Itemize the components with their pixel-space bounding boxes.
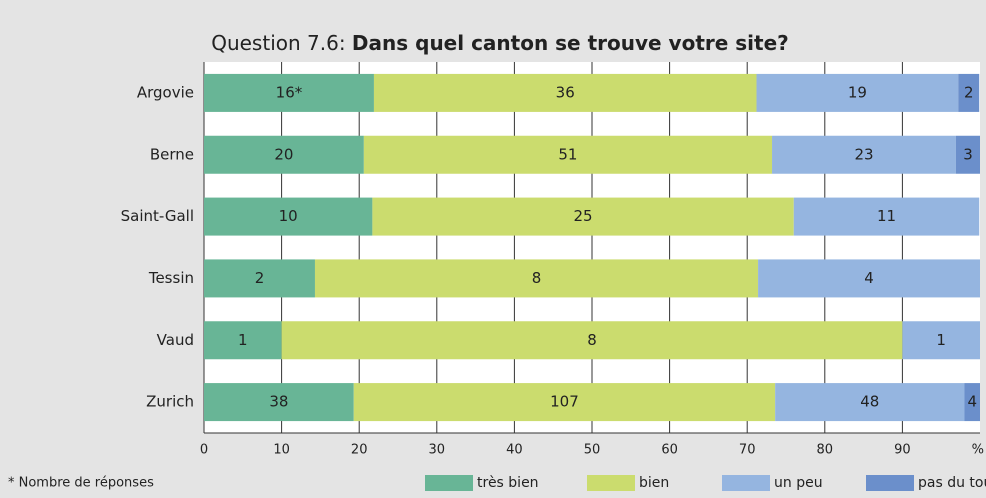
- legend-swatch: [425, 475, 473, 491]
- bar-segment: [793, 197, 980, 236]
- y-tick-label: Berne: [150, 145, 194, 163]
- x-tick-label: 50: [584, 443, 601, 458]
- title-main: Dans quel canton se trouve votre site?: [352, 31, 789, 55]
- bar-count-label: 107: [550, 393, 579, 411]
- bar-count-label: 2: [964, 83, 974, 101]
- bar-segment: [204, 321, 282, 360]
- bar-segment: [758, 259, 980, 298]
- bar-segment: [314, 259, 759, 298]
- bar-segment: [204, 135, 364, 174]
- bar-count-label: 36: [556, 83, 575, 101]
- bar-segment: [353, 383, 776, 422]
- bar-count-label: 51: [558, 145, 577, 163]
- bar-count-label: 25: [574, 207, 593, 225]
- bar-count-label: 3: [963, 145, 973, 163]
- bar-segment: [204, 383, 354, 422]
- legend-label: très bien: [477, 475, 539, 491]
- bar-segment: [204, 73, 374, 112]
- bar-count-label: 8: [532, 269, 542, 287]
- chart-title: Question 7.6: Dans quel canton se trouve…: [211, 31, 789, 55]
- x-tick-label: 30: [429, 443, 446, 458]
- y-tick-label: Tessin: [148, 269, 194, 287]
- x-tick-label: 10: [273, 443, 290, 458]
- bar-segment: [958, 73, 980, 112]
- bar-segment: [902, 321, 980, 360]
- y-tick-label: Saint-Gall: [121, 207, 194, 225]
- legend-swatch: [587, 475, 635, 491]
- bar-count-label: 20: [274, 145, 293, 163]
- y-tick-label: Zurich: [146, 393, 194, 411]
- bar-count-label: 1: [936, 331, 946, 349]
- legend-label: bien: [639, 475, 669, 491]
- bar-segment: [373, 73, 757, 112]
- bar-count-label: 1: [238, 331, 248, 349]
- bar-count-label: 4: [967, 393, 977, 411]
- bar-segment: [756, 73, 959, 112]
- bar-segment: [372, 197, 794, 236]
- x-tick-label: 0: [200, 443, 208, 458]
- bar-segment: [964, 383, 980, 422]
- bar-segment: [772, 135, 956, 174]
- x-unit: %: [972, 443, 984, 458]
- bar-segment: [775, 383, 965, 422]
- bar-count-label: 8: [587, 331, 597, 349]
- title-prefix: Question 7.6:: [211, 31, 345, 55]
- x-tick-label: 60: [661, 443, 678, 458]
- x-tick-label: 80: [817, 443, 834, 458]
- legend-swatch: [722, 475, 770, 491]
- y-tick-label: Vaud: [157, 331, 194, 349]
- x-tick-label: 40: [506, 443, 523, 458]
- bar-count-label: 38: [269, 393, 288, 411]
- bar-segment: [955, 135, 980, 174]
- legend-label: un peu: [774, 475, 823, 491]
- x-tick-label: 20: [351, 443, 368, 458]
- bar-segment: [204, 197, 373, 236]
- bar-count-label: 19: [848, 83, 867, 101]
- bar-count-label: 11: [877, 207, 896, 225]
- bar-segment: [363, 135, 773, 174]
- bar-segment: [204, 259, 315, 298]
- bar-count-label: 4: [864, 269, 874, 287]
- bar-count-label: 23: [854, 145, 873, 163]
- legend-label: pas du tout: [918, 475, 986, 491]
- bar-segment: [281, 321, 903, 360]
- bar-count-label: 2: [255, 269, 265, 287]
- bar-count-label: 16*: [276, 83, 303, 101]
- footnote: * Nombre de réponses: [8, 476, 154, 491]
- x-tick-label: 90: [894, 443, 911, 458]
- bar-count-label: 48: [860, 393, 879, 411]
- legend-swatch: [866, 475, 914, 491]
- bar-count-label: 10: [279, 207, 298, 225]
- x-tick-label: 70: [739, 443, 756, 458]
- y-tick-label: Argovie: [137, 83, 194, 101]
